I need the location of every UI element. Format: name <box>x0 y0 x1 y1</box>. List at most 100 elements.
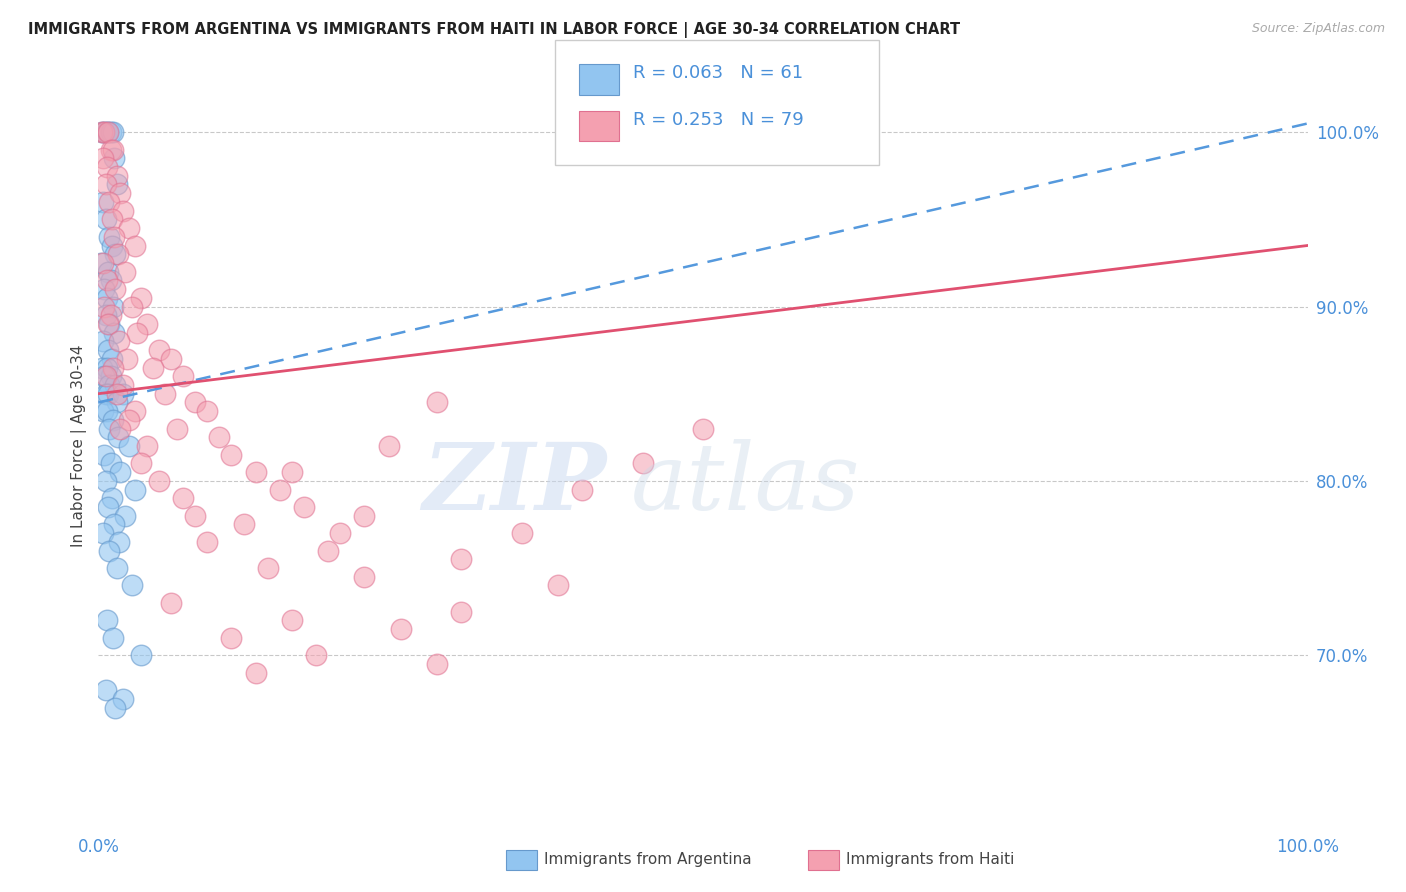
Point <box>91 404 114 418</box>
Point <box>100 212 122 227</box>
Point <box>101 631 124 645</box>
Point <box>101 143 124 157</box>
Point <box>105 395 128 409</box>
Point <box>160 596 183 610</box>
Point <box>91 360 114 375</box>
Point <box>377 439 399 453</box>
Point <box>103 152 125 166</box>
Point <box>117 351 139 366</box>
Point <box>104 378 127 392</box>
Point <box>104 282 127 296</box>
Point <box>166 421 188 435</box>
Point <box>547 578 569 592</box>
Point <box>129 291 152 305</box>
Point <box>91 125 114 139</box>
Point <box>91 256 114 270</box>
Point <box>127 326 149 340</box>
Point <box>105 178 128 192</box>
Point <box>91 194 114 209</box>
Point <box>97 317 120 331</box>
Point <box>389 622 412 636</box>
Point <box>111 386 134 401</box>
Point <box>124 404 146 418</box>
Point <box>103 517 125 532</box>
Point <box>101 360 124 375</box>
Point <box>108 334 131 349</box>
Point <box>91 334 114 349</box>
Point <box>104 247 127 261</box>
Point <box>103 326 125 340</box>
Text: Source: ZipAtlas.com: Source: ZipAtlas.com <box>1251 22 1385 36</box>
Point <box>100 369 122 384</box>
Text: R = 0.253   N = 79: R = 0.253 N = 79 <box>633 111 803 128</box>
Point <box>93 282 115 296</box>
Point <box>93 369 115 384</box>
Text: Immigrants from Haiti: Immigrants from Haiti <box>846 853 1015 867</box>
Point <box>281 613 304 627</box>
Point <box>94 308 117 322</box>
Point <box>316 543 339 558</box>
Point <box>353 570 375 584</box>
Point <box>98 229 121 244</box>
Point <box>98 421 121 435</box>
Point <box>96 291 118 305</box>
Point <box>118 439 141 453</box>
Point <box>96 613 118 627</box>
Point <box>692 421 714 435</box>
Point <box>94 212 117 227</box>
Point <box>245 465 267 479</box>
Point <box>97 125 120 139</box>
Point <box>108 186 131 201</box>
Text: R = 0.063   N = 61: R = 0.063 N = 61 <box>633 64 803 82</box>
Point <box>105 386 128 401</box>
Point <box>256 561 278 575</box>
Point <box>121 300 143 314</box>
Point <box>121 578 143 592</box>
Point <box>510 526 533 541</box>
Point <box>269 483 291 497</box>
Point <box>208 430 231 444</box>
Point <box>96 125 118 139</box>
Point <box>353 508 375 523</box>
Point <box>172 369 194 384</box>
Point <box>96 404 118 418</box>
Point <box>450 552 472 566</box>
Point <box>129 648 152 663</box>
Point <box>100 273 122 287</box>
Point <box>105 169 128 183</box>
Point <box>94 178 117 192</box>
Point <box>108 534 131 549</box>
Point <box>96 360 118 375</box>
Point <box>93 125 115 139</box>
Point <box>93 448 115 462</box>
Point <box>101 300 124 314</box>
Point <box>101 413 124 427</box>
Point <box>111 203 134 218</box>
Point <box>305 648 328 663</box>
Point <box>94 369 117 384</box>
Point <box>108 421 131 435</box>
Point <box>107 247 129 261</box>
Point <box>118 221 141 235</box>
Y-axis label: In Labor Force | Age 30-34: In Labor Force | Age 30-34 <box>72 344 87 548</box>
Point <box>184 508 207 523</box>
Point <box>96 160 118 174</box>
Point <box>195 404 218 418</box>
Point <box>91 526 114 541</box>
Point <box>100 351 122 366</box>
Point <box>245 665 267 680</box>
Point <box>142 360 165 375</box>
Point <box>90 256 112 270</box>
Point <box>91 152 114 166</box>
Point <box>97 125 120 139</box>
Point <box>124 238 146 252</box>
Point <box>195 534 218 549</box>
Point <box>100 143 122 157</box>
Point <box>101 125 124 139</box>
Point <box>98 378 121 392</box>
Point <box>94 386 117 401</box>
Point <box>97 343 120 358</box>
Point <box>221 448 243 462</box>
Point <box>221 631 243 645</box>
Point <box>97 500 120 514</box>
